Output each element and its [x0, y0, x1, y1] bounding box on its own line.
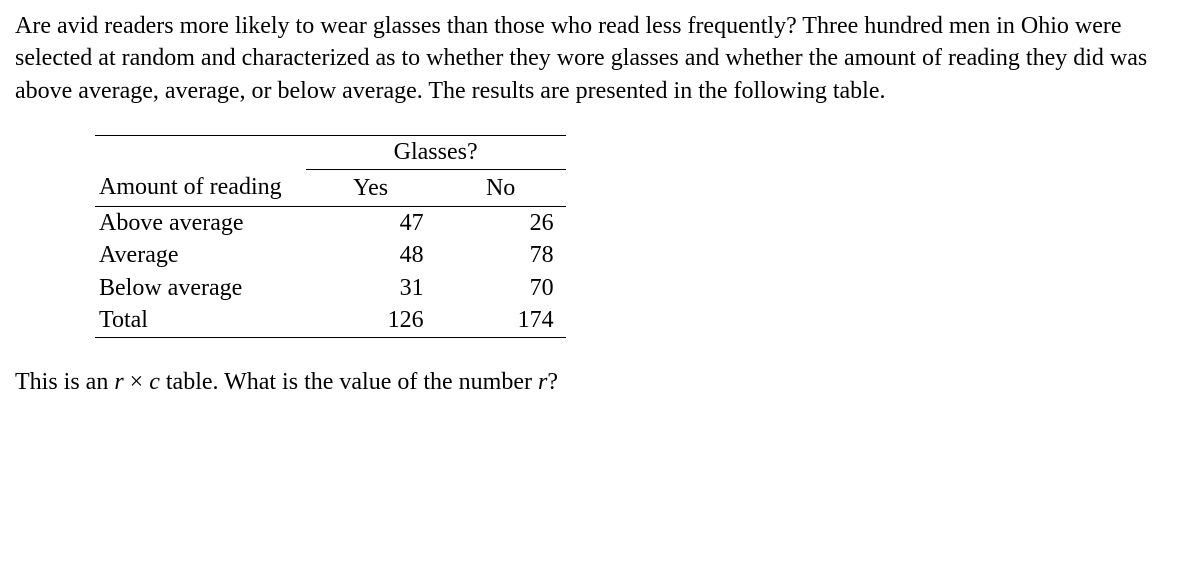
intro-paragraph: Are avid readers more likely to wear gla… — [15, 10, 1163, 107]
data-table: Glasses? Amount of reading Yes No Above … — [95, 135, 566, 337]
data-table-container: Glasses? Amount of reading Yes No Above … — [95, 135, 1163, 337]
question-text: This is an r × c table. What is the valu… — [15, 366, 1163, 400]
cell-yes: 31 — [306, 272, 436, 304]
question-c: c — [149, 369, 160, 395]
table-row: Below average 31 70 — [95, 272, 566, 304]
row-header-label: Amount of reading — [95, 169, 306, 206]
question-times: × — [124, 369, 150, 395]
col-header-no: No — [436, 169, 566, 206]
row-label: Average — [95, 239, 306, 271]
spanner-empty-cell — [95, 136, 306, 169]
cell-no: 78 — [436, 239, 566, 271]
col-header-yes: Yes — [306, 169, 436, 206]
table-header-row: Amount of reading Yes No — [95, 169, 566, 206]
total-label: Total — [95, 304, 306, 337]
table-spanner-row: Glasses? — [95, 136, 566, 169]
row-label: Below average — [95, 272, 306, 304]
total-yes: 126 — [306, 304, 436, 337]
question-mid: table. What is the value of the number — [160, 369, 538, 395]
table-row: Average 48 78 — [95, 239, 566, 271]
spanner-label: Glasses? — [306, 136, 566, 169]
question-prefix: This is an — [15, 369, 114, 395]
table-row: Above average 47 26 — [95, 206, 566, 239]
question-r2: r — [538, 369, 547, 395]
cell-yes: 47 — [306, 206, 436, 239]
total-no: 174 — [436, 304, 566, 337]
table-total-row: Total 126 174 — [95, 304, 566, 337]
row-label: Above average — [95, 206, 306, 239]
question-r1: r — [114, 369, 123, 395]
cell-yes: 48 — [306, 239, 436, 271]
cell-no: 70 — [436, 272, 566, 304]
question-suffix: ? — [547, 369, 558, 395]
cell-no: 26 — [436, 206, 566, 239]
